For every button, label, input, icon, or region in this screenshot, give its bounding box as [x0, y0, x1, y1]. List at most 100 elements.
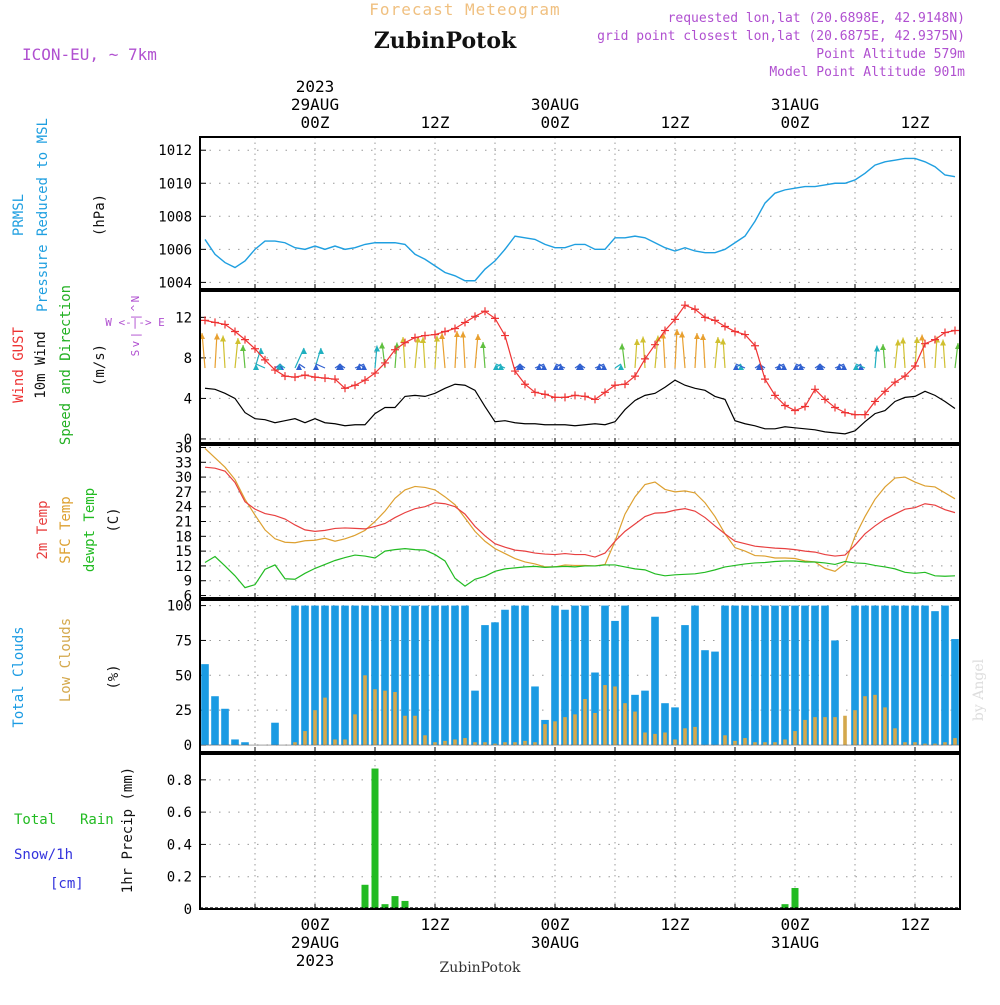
total-cloud-bar — [441, 605, 449, 746]
wind-gust-marker — [361, 376, 369, 385]
wind-gust-marker — [771, 391, 779, 400]
wind-gust-marker — [301, 371, 309, 380]
rain-bar — [361, 884, 369, 909]
precip-panel: 0 0.2 0.4 0.6 0.8 — [167, 753, 961, 918]
wind-gust-marker — [821, 395, 829, 404]
precip-ytick-label: 0.8 — [167, 773, 192, 789]
wind-arrow-head — [454, 331, 460, 338]
wind-arrow-head — [919, 334, 925, 341]
compass-glyph: S — [129, 350, 142, 357]
total-cloud-bar — [891, 605, 899, 746]
bottom-axis-label: 00Z — [781, 915, 810, 934]
wind-gust-marker — [451, 324, 459, 333]
top-axis-label: 12Z — [421, 113, 450, 132]
low-cloud-bar — [333, 739, 337, 746]
wind-label-speed: Speed and Direction — [58, 285, 74, 445]
low-cloud-bar — [433, 742, 437, 746]
low-cloud-bar — [423, 735, 427, 746]
wind-gust-marker — [311, 373, 319, 382]
wind-arrow — [778, 363, 786, 369]
precip-frame — [199, 753, 961, 910]
wind-gust-marker — [641, 354, 649, 363]
wind-arrow-head — [798, 364, 804, 371]
wind-arrow — [278, 363, 286, 369]
low-cloud-bar — [783, 739, 787, 746]
wind-arrow — [454, 330, 458, 369]
bottom-axis-label: 00Z — [301, 915, 330, 934]
low-cloud-bar — [493, 743, 497, 746]
top-axis-label: 12Z — [901, 113, 930, 132]
wind-arrow-head — [940, 339, 946, 346]
wind-gust-marker — [661, 326, 669, 335]
low-cloud-bar — [683, 728, 687, 746]
wind-gust-marker — [931, 335, 939, 344]
precip-label-rain: Rain — [80, 812, 114, 828]
total-cloud-bar — [531, 686, 539, 746]
wind-arrow-head — [618, 364, 624, 371]
wind-gust-marker — [201, 316, 209, 325]
low-cloud-bar — [593, 712, 597, 746]
total-cloud-bar — [301, 605, 309, 746]
total-cloud-bar — [821, 605, 829, 746]
wind-gust-marker — [611, 381, 619, 390]
low-cloud-bar — [533, 742, 537, 746]
pressure-ytick-label: 1010 — [158, 176, 192, 192]
precip-label-snow: Snow/1h — [14, 847, 73, 863]
clouds-ytick-label: 25 — [175, 703, 192, 719]
total-cloud-bar — [271, 722, 279, 746]
total-cloud-bar — [411, 605, 419, 746]
wind-arrow — [315, 363, 326, 369]
wind-gust-marker — [601, 388, 609, 397]
wind-gust-marker — [781, 401, 789, 410]
total-cloud-bar — [471, 690, 479, 746]
low-cloud-bar — [403, 715, 407, 746]
low-cloud-bar — [393, 692, 397, 746]
wind-arrow — [518, 363, 526, 369]
wind-arrow-head — [793, 364, 799, 371]
wind-gust-marker — [511, 367, 519, 376]
total-cloud-bar — [801, 605, 809, 746]
low-cloud-bar — [933, 743, 937, 746]
low-cloud-bar — [623, 703, 627, 746]
low-cloud-bar — [603, 685, 607, 746]
total-cloud-bar — [431, 605, 439, 746]
precip-ytick-label: 0.2 — [167, 870, 192, 886]
wind-gust-marker — [831, 403, 839, 412]
wind-gust-line — [204, 304, 956, 416]
wind-arrow-head — [880, 344, 886, 351]
wind-arrow-head — [516, 364, 522, 371]
wind-label-gust: Wind GUST — [11, 327, 27, 403]
wind-gust-marker — [521, 380, 529, 389]
wind-arrow-head — [738, 364, 744, 371]
model-label: ICON-EU, ~ 7km — [22, 45, 157, 64]
wind-gust-marker — [891, 378, 899, 387]
wind-label-10m: 10m Wind — [33, 331, 49, 398]
wind-gust-marker — [281, 372, 289, 381]
temp-ytick-label: 6 — [184, 589, 192, 605]
total-cloud-bar — [341, 605, 349, 746]
credit-watermark: by Angel — [971, 658, 987, 721]
low-cloud-bar — [343, 739, 347, 746]
low-cloud-bar — [583, 699, 587, 746]
wind-arrow-head — [379, 342, 385, 349]
total-cloud-bar — [401, 605, 409, 746]
low-cloud-bar — [443, 740, 447, 746]
wind-arrow-head — [816, 364, 822, 371]
wind-arrow-head — [240, 345, 246, 352]
compass-glyph: v — [129, 340, 142, 347]
wind-gust-marker — [801, 402, 809, 411]
grid-point-location: grid point closest lon,lat (20.6875E, 42… — [597, 29, 965, 44]
temp-grid — [200, 445, 960, 598]
wind-gust-marker — [561, 393, 569, 402]
wind-arrow-head — [439, 333, 445, 340]
temp-label-dewpt: dewpt Temp — [82, 488, 98, 572]
wind-arrow-head — [318, 348, 324, 355]
wind-gust-marker — [341, 384, 349, 393]
wind-arrow — [674, 328, 678, 369]
wind-arrow-head — [214, 333, 220, 340]
wind-arrow-head — [475, 334, 481, 341]
low-cloud-bar — [833, 717, 837, 746]
temp-ytick-label: 18 — [175, 529, 192, 545]
rain-bar — [401, 900, 409, 909]
wind-gust-marker — [381, 358, 389, 367]
